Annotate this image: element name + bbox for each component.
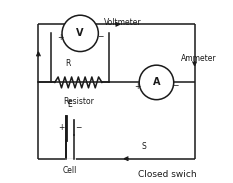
- Circle shape: [62, 15, 98, 52]
- Text: −: −: [97, 33, 103, 42]
- Text: V: V: [76, 28, 84, 38]
- Text: R: R: [65, 59, 70, 68]
- Text: Voltmeter: Voltmeter: [104, 18, 141, 27]
- Circle shape: [139, 65, 174, 100]
- Text: +: +: [134, 82, 140, 91]
- Text: Cell: Cell: [62, 166, 77, 175]
- Text: Closed swich: Closed swich: [138, 170, 197, 179]
- Text: E: E: [67, 100, 72, 109]
- Text: −: −: [172, 82, 179, 91]
- Text: Ammeter: Ammeter: [181, 54, 217, 63]
- Text: +: +: [57, 33, 63, 42]
- Text: A: A: [153, 77, 160, 87]
- Text: S: S: [141, 142, 146, 151]
- Text: Resistor: Resistor: [63, 97, 94, 106]
- Text: +: +: [58, 123, 64, 132]
- Text: −: −: [75, 123, 82, 132]
